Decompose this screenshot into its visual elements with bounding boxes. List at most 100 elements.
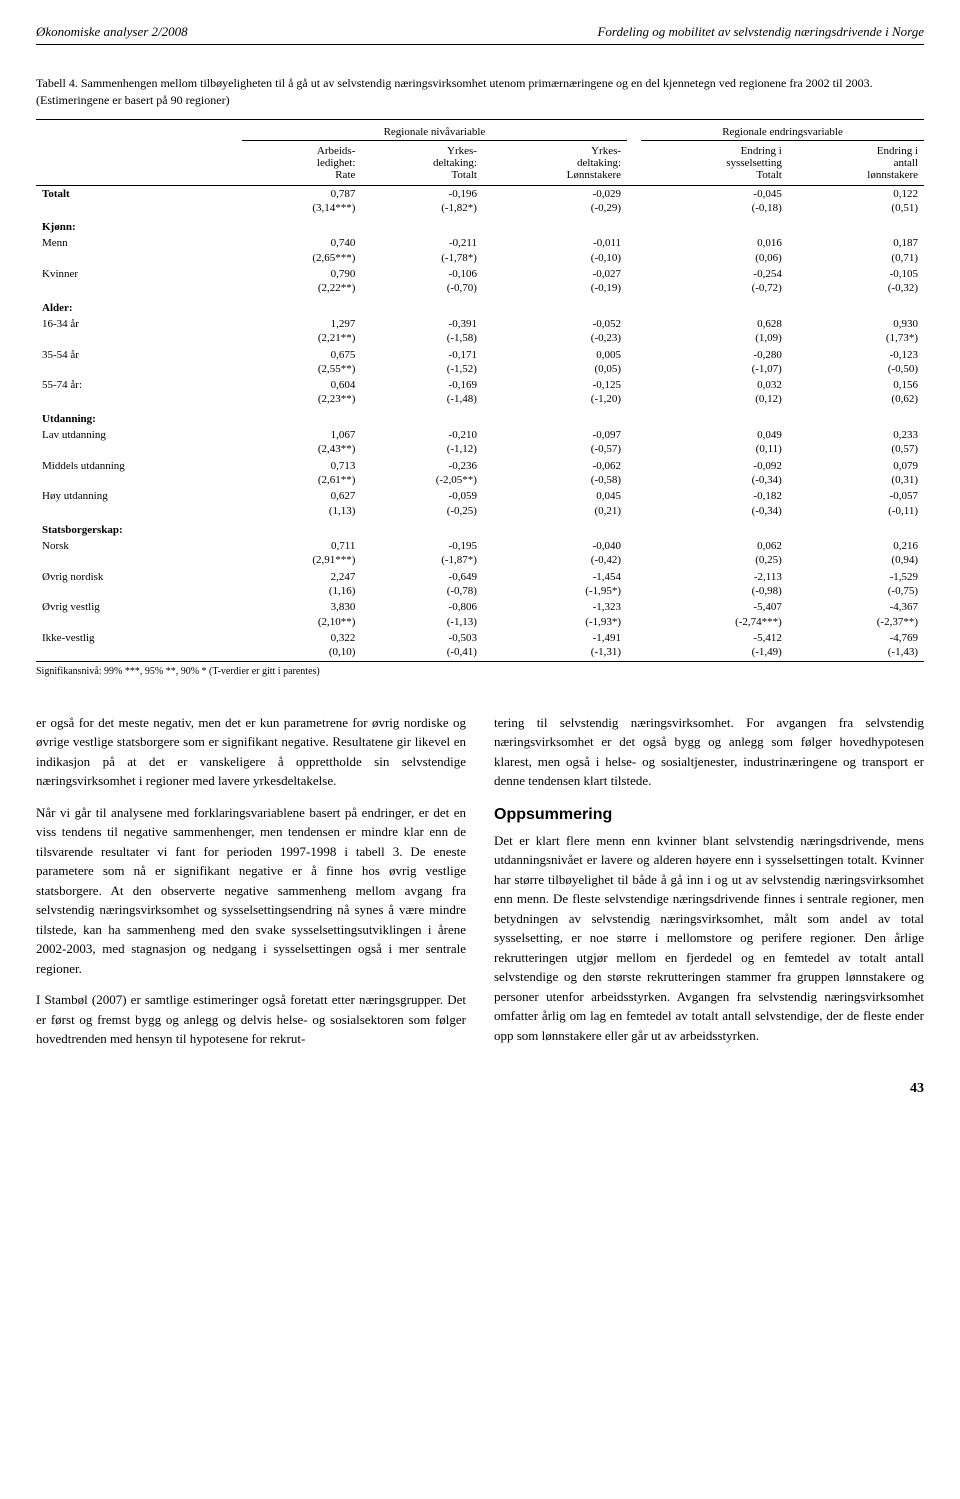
table-cell: -0,196 (-1,82*) xyxy=(361,185,483,216)
table-cell: 0,062 (0,25) xyxy=(641,538,788,569)
page-number: 43 xyxy=(36,1081,924,1097)
table-cell: -5,412 (-1,49) xyxy=(641,630,788,661)
table-cell: 0,675 (2,55**) xyxy=(242,347,362,378)
row-label: Middels utdanning xyxy=(36,458,242,489)
table-cell: 0,604 (2,23**) xyxy=(242,377,362,408)
table-cell: -0,125 (-1,20) xyxy=(483,377,627,408)
table-cell: -0,211 (-1,78*) xyxy=(361,235,483,266)
table-cell: -0,280 (-1,07) xyxy=(641,347,788,378)
group-header-2: Regionale endringsvariable xyxy=(641,119,924,140)
table-cell: -0,059 (-0,25) xyxy=(361,488,483,519)
table-cell: 0,787 (3,14***) xyxy=(242,185,362,216)
table-row: Utdanning: xyxy=(36,408,924,427)
column-header: Yrkes- deltaking: Totalt xyxy=(361,140,483,185)
table-row: Menn0,740 (2,65***)-0,211 (-1,78*)-0,011… xyxy=(36,235,924,266)
table-cell: 0,216 (0,94) xyxy=(788,538,924,569)
table-cell: -0,806 (-1,13) xyxy=(361,599,483,630)
table-cell: -0,027 (-0,19) xyxy=(483,266,627,297)
table-cell: -0,029 (-0,29) xyxy=(483,185,627,216)
table-column-header-row: Arbeids- ledighet: RateYrkes- deltaking:… xyxy=(36,140,924,185)
table-cell: -0,236 (-2,05**) xyxy=(361,458,483,489)
table-cell: -0,062 (-0,58) xyxy=(483,458,627,489)
table-row: Norsk0,711 (2,91***)-0,195 (-1,87*)-0,04… xyxy=(36,538,924,569)
table-cell: -0,092 (-0,34) xyxy=(641,458,788,489)
paragraph: I Stambøl (2007) er samtlige estimeringe… xyxy=(36,990,466,1049)
table-cell: 0,045 (0,21) xyxy=(483,488,627,519)
table-cell: 0,930 (1,73*) xyxy=(788,316,924,347)
table-row: 16-34 år1,297 (2,21**)-0,391 (-1,58)-0,0… xyxy=(36,316,924,347)
column-header: Endring i sysselsetting Totalt xyxy=(641,140,788,185)
table-cell: -0,097 (-0,57) xyxy=(483,427,627,458)
table-cell: 0,187 (0,71) xyxy=(788,235,924,266)
table-cell: -0,123 (-0,50) xyxy=(788,347,924,378)
row-label: Statsborgerskap: xyxy=(36,519,242,538)
table-cell: 0,049 (0,11) xyxy=(641,427,788,458)
table-cell: -0,195 (-1,87*) xyxy=(361,538,483,569)
table-row: Kjønn: xyxy=(36,216,924,235)
table-cell: 0,627 (1,13) xyxy=(242,488,362,519)
table-cell: -1,491 (-1,31) xyxy=(483,630,627,661)
paragraph: tering til selvstendig næringsvirksomhet… xyxy=(494,713,924,791)
row-label: 16-34 år xyxy=(36,316,242,347)
table-cell: 0,740 (2,65***) xyxy=(242,235,362,266)
row-label: 55-74 år: xyxy=(36,377,242,408)
group-header-1: Regionale nivåvariable xyxy=(242,119,627,140)
table-row: Totalt0,787 (3,14***)-0,196 (-1,82*)-0,0… xyxy=(36,185,924,216)
table-cell: 3,830 (2,10**) xyxy=(242,599,362,630)
table-cell: 0,005 (0,05) xyxy=(483,347,627,378)
table-cell: -4,769 (-1,43) xyxy=(788,630,924,661)
table-cell: -0,254 (-0,72) xyxy=(641,266,788,297)
table-group-header-row: Regionale nivåvariable Regionale endring… xyxy=(36,119,924,140)
table-cell: -0,057 (-0,11) xyxy=(788,488,924,519)
table-cell: -0,503 (-0,41) xyxy=(361,630,483,661)
table-row: Alder: xyxy=(36,297,924,316)
row-label: Totalt xyxy=(36,185,242,216)
header-right: Fordeling og mobilitet av selvstendig næ… xyxy=(597,24,924,40)
header-left: Økonomiske analyser 2/2008 xyxy=(36,24,188,40)
table-cell: 0,713 (2,61**) xyxy=(242,458,362,489)
table-cell: 1,297 (2,21**) xyxy=(242,316,362,347)
table-cell: 0,156 (0,62) xyxy=(788,377,924,408)
row-label: Høy utdanning xyxy=(36,488,242,519)
table-cell: 0,016 (0,06) xyxy=(641,235,788,266)
table-row: Statsborgerskap: xyxy=(36,519,924,538)
row-label: Utdanning: xyxy=(36,408,242,427)
column-header: Endring i antall lønnstakere xyxy=(788,140,924,185)
table-row: 55-74 år:0,604 (2,23**)-0,169 (-1,48)-0,… xyxy=(36,377,924,408)
table-title: Tabell 4. Sammenhengen mellom tilbøyelig… xyxy=(36,75,924,109)
row-label: Øvrig vestlig xyxy=(36,599,242,630)
column-header: Yrkes- deltaking: Lønnstakere xyxy=(483,140,627,185)
column-header xyxy=(36,140,242,185)
table-cell: -0,045 (-0,18) xyxy=(641,185,788,216)
right-column: tering til selvstendig næringsvirksomhet… xyxy=(494,713,924,1061)
table-row: Øvrig nordisk2,247 (1,16)-0,649 (-0,78)-… xyxy=(36,569,924,600)
table-cell: -0,169 (-1,48) xyxy=(361,377,483,408)
table-cell: -1,454 (-1,95*) xyxy=(483,569,627,600)
table-cell: 0,790 (2,22**) xyxy=(242,266,362,297)
table-cell: 2,247 (1,16) xyxy=(242,569,362,600)
row-label: Lav utdanning xyxy=(36,427,242,458)
table-cell: -2,113 (-0,98) xyxy=(641,569,788,600)
table-cell: -0,011 (-0,10) xyxy=(483,235,627,266)
regression-table: Regionale nivåvariable Regionale endring… xyxy=(36,119,924,662)
table-cell: -0,649 (-0,78) xyxy=(361,569,483,600)
paragraph: Det er klart flere menn enn kvinner blan… xyxy=(494,831,924,1046)
table-row: Lav utdanning1,067 (2,43**)-0,210 (-1,12… xyxy=(36,427,924,458)
table-cell: -0,210 (-1,12) xyxy=(361,427,483,458)
row-label: Øvrig nordisk xyxy=(36,569,242,600)
table-row: Øvrig vestlig3,830 (2,10**)-0,806 (-1,13… xyxy=(36,599,924,630)
paragraph: Når vi går til analysene med forklarings… xyxy=(36,803,466,979)
table-cell: -0,106 (-0,70) xyxy=(361,266,483,297)
paragraph: er også for det meste negativ, men det e… xyxy=(36,713,466,791)
table-cell: 0,628 (1,09) xyxy=(641,316,788,347)
row-label: Ikke-vestlig xyxy=(36,630,242,661)
table-cell: -5,407 (-2,74***) xyxy=(641,599,788,630)
table-cell: -0,171 (-1,52) xyxy=(361,347,483,378)
row-label: Menn xyxy=(36,235,242,266)
section-heading: Oppsummering xyxy=(494,803,924,827)
left-column: er også for det meste negativ, men det e… xyxy=(36,713,466,1061)
table-cell: 0,122 (0,51) xyxy=(788,185,924,216)
table-cell: -1,323 (-1,93*) xyxy=(483,599,627,630)
table-cell: -1,529 (-0,75) xyxy=(788,569,924,600)
row-label: Alder: xyxy=(36,297,242,316)
